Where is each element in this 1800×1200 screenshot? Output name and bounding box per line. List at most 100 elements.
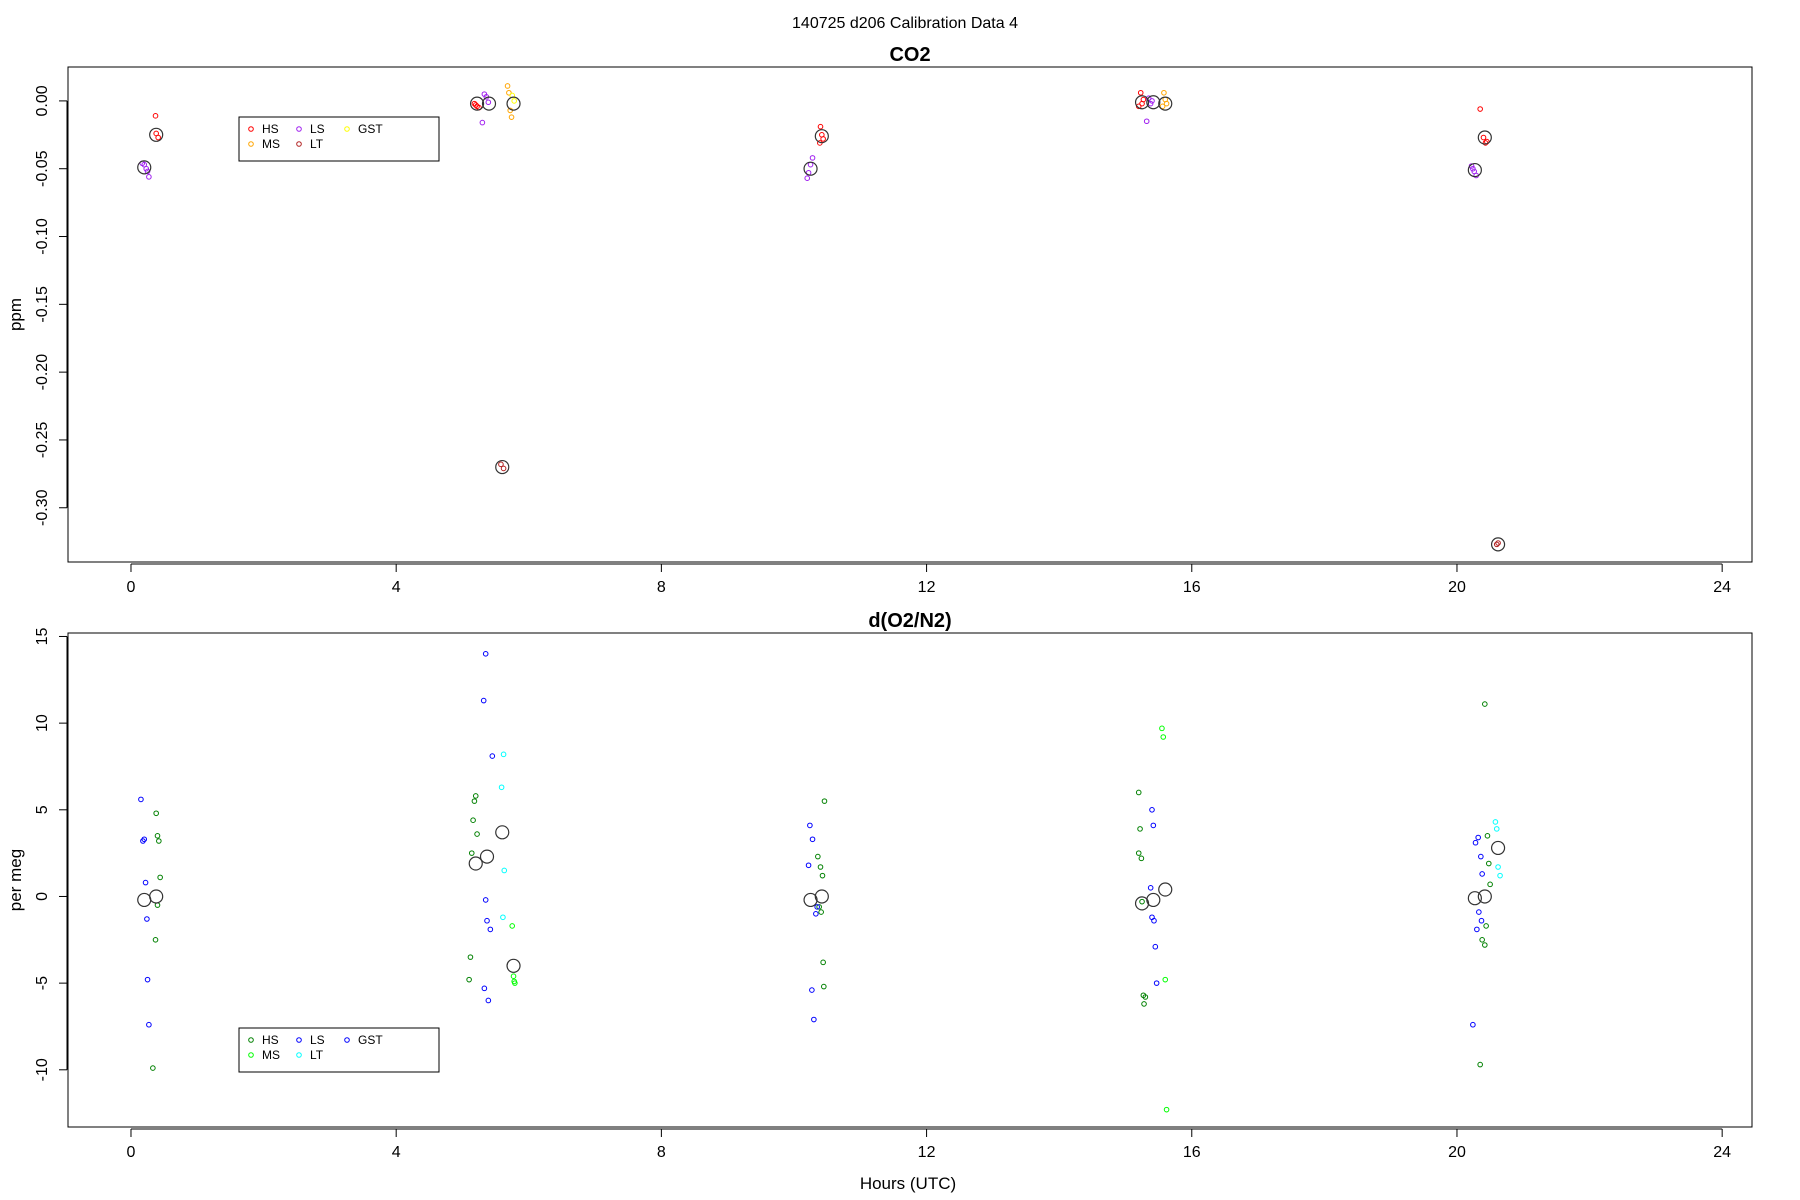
data-point-ls [811,1016,817,1023]
mean-marker [481,96,497,111]
data-point-ls [481,985,488,992]
panel-title: d(O2/N2) [868,610,951,632]
y-tick-label: -10 [34,1058,51,1081]
y-tick-label: -5 [34,976,51,990]
data-point-ms [1160,734,1167,740]
data-point-hs [471,798,478,804]
data-point-hs [1137,826,1143,832]
data-point-hs [818,909,824,915]
data-point-hs [1479,937,1485,943]
data-point-ls [144,916,150,922]
data-point-lt [498,461,504,468]
mean-marker [469,96,485,111]
data-point-hs [1487,881,1493,888]
data-point-ls [1478,853,1484,860]
data-point-hs [820,136,826,142]
data-point-lt [1495,864,1501,870]
data-point-lt [500,465,507,472]
mean-marker [1158,96,1173,111]
data-point-ls [1470,165,1476,172]
data-point-ms [504,83,511,89]
data-point-lt [500,751,507,758]
data-point-hs [1477,1061,1483,1068]
data-point-hs [1485,860,1492,867]
data-point-hs [1477,106,1483,112]
data-point-ls [143,165,150,172]
data-point-ms [510,973,517,980]
legend-marker [344,1037,350,1043]
data-point-hs [466,976,472,983]
data-point-hs [467,954,474,960]
legend-marker [344,126,350,132]
legend-label: GST [358,1033,383,1047]
data-point-hs [154,833,161,839]
legend-marker [248,1037,254,1043]
mean-marker [1134,896,1150,911]
mean-marker [803,892,818,908]
x-tick-label: 8 [657,1144,666,1161]
y-tick-label: -0.05 [34,150,51,187]
data-point-ls [1149,807,1155,813]
y-tick-label: -0.25 [34,422,51,459]
data-point-ms [1163,100,1170,107]
data-point-hs [472,102,479,108]
x-tick-label: 12 [918,579,936,596]
data-point-hs [1484,833,1491,839]
data-point-hs [1138,855,1145,862]
mean-marker [1467,891,1482,906]
mean-marker [137,892,152,908]
data-point-hs [157,874,163,881]
data-point-ls [1472,839,1479,846]
x-tick-label: 24 [1713,1144,1731,1161]
legend-marker [248,126,254,132]
legend-marker [296,1052,302,1058]
data-point-ls [146,1021,152,1028]
data-point-ls [1147,885,1154,891]
x-tick-label: 16 [1183,1144,1201,1161]
mean-marker [1477,130,1492,145]
data-point-ls [1470,1021,1476,1028]
x-axis-label: Hours (UTC) [860,1174,956,1193]
data-point-ls [1149,98,1155,104]
x-tick-label: 0 [127,1144,136,1161]
data-point-ls [142,879,149,886]
y-tick-label: -0.15 [34,286,51,323]
y-tick-label: 5 [34,805,51,814]
data-point-lt [500,914,506,921]
mean-marker [814,889,829,904]
x-tick-label: 20 [1448,1144,1466,1161]
x-tick-label: 4 [392,579,401,596]
data-point-lt [1492,819,1499,825]
mean-marker [149,889,164,904]
data-point-ls [1475,834,1481,841]
data-point-ms [1163,1106,1170,1113]
mean-marker [1158,882,1173,897]
data-point-ls [809,987,815,993]
data-point-hs [468,850,475,856]
mean-marker [1467,162,1482,178]
x-tick-label: 16 [1183,579,1201,596]
data-point-ls [809,155,816,161]
plot-frame [67,632,1753,1128]
data-point-hs [156,838,162,844]
legend-marker [296,1037,302,1043]
co2-panel: CO2 0 4 8 12 16 20 24 0.00 -0.05 -0.10 -0.15 -0.20 -0… [6,44,1753,596]
legend-label: MS [262,137,280,151]
x-tick-label: 8 [657,579,666,596]
mean-marker [1146,95,1161,110]
x-tick-label: 24 [1713,579,1731,596]
y-tick-label: 0.00 [34,85,51,116]
panel-title: CO2 [889,44,930,66]
legend-label: HS [262,1033,279,1047]
legend-label: LS [310,1033,325,1047]
mean-marker [1490,537,1506,552]
data-point-hs [150,1065,156,1071]
data-point-ls [1153,980,1160,986]
data-point-hs [470,817,476,824]
data-point-ls [485,997,492,1004]
y-axis-label: per meg [6,849,25,911]
plot-frame [67,66,1753,563]
y-tick-label: -0.20 [34,354,51,391]
